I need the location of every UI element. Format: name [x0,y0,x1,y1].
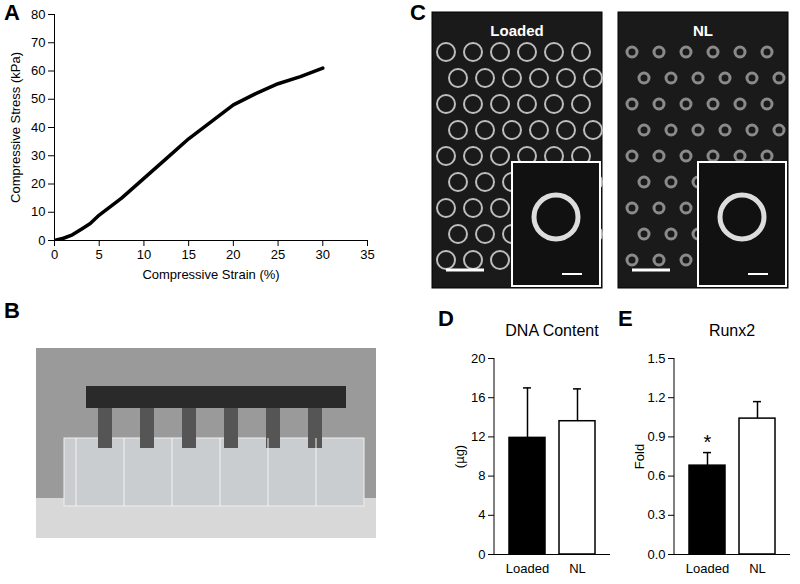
svg-text:8: 8 [478,468,485,483]
html-text:A: A [4,0,20,25]
svg-text:40: 40 [31,120,45,135]
svg-text:16: 16 [471,390,485,405]
svg-text:0.0: 0.0 [647,547,665,562]
svg-text:20: 20 [31,176,45,191]
svg-text:0: 0 [38,233,45,248]
svg-text:Fold: Fold [632,444,647,469]
svg-text:0.3: 0.3 [647,507,665,522]
svg-text:*: * [704,431,712,453]
svg-text:1.5: 1.5 [647,351,665,366]
svg-text:30: 30 [316,247,330,262]
html-text:Runx2: Runx2 [708,322,756,339]
svg-text:20: 20 [226,247,240,262]
html-text:DNA Content: DNA Content [505,322,599,339]
svg-text:30: 30 [31,148,45,163]
svg-text:Loaded: Loaded [686,561,729,576]
svg-text:NL: NL [749,561,766,576]
svg-text:5: 5 [96,247,103,262]
svg-text:60: 60 [31,63,45,78]
svg-text:80: 80 [31,7,45,22]
svg-text:10: 10 [137,247,151,262]
html-text:B: B [4,298,20,323]
html-text:C: C [410,0,426,25]
svg-text:0.9: 0.9 [647,429,665,444]
svg-text:4: 4 [478,507,485,522]
html-text:E: E [618,306,633,331]
svg-text:12: 12 [471,429,485,444]
html-text:D: D [438,306,454,331]
svg-text:Loaded: Loaded [506,561,549,576]
svg-text:35: 35 [360,247,374,262]
svg-text:10: 10 [31,204,45,219]
svg-text:1.2: 1.2 [647,390,665,405]
svg-text:25: 25 [271,247,285,262]
svg-text:(µg): (µg) [452,445,467,468]
svg-text:Compressive Stress (kPa): Compressive Stress (kPa) [8,52,23,203]
svg-text:NL: NL [693,22,713,39]
svg-text:20: 20 [471,351,485,366]
svg-text:0: 0 [51,247,58,262]
svg-text:15: 15 [181,247,195,262]
svg-text:NL: NL [569,561,586,576]
svg-text:0.6: 0.6 [647,468,665,483]
svg-text:Compressive Strain (%): Compressive Strain (%) [142,267,279,282]
svg-text:0: 0 [478,547,485,562]
svg-text:70: 70 [31,35,45,50]
svg-text:50: 50 [31,91,45,106]
svg-text:Loaded: Loaded [490,22,543,39]
